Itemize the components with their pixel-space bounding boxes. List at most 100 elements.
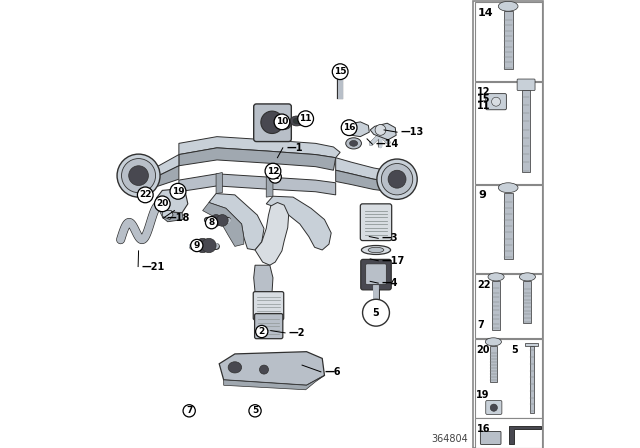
Text: 22: 22: [139, 190, 152, 199]
Polygon shape: [220, 352, 324, 385]
Ellipse shape: [293, 118, 300, 124]
Polygon shape: [253, 265, 273, 310]
Polygon shape: [266, 196, 332, 250]
Polygon shape: [179, 174, 336, 195]
Text: 11: 11: [477, 101, 491, 111]
Text: 19: 19: [476, 390, 490, 400]
Text: —17: —17: [382, 256, 405, 266]
Text: 10: 10: [276, 117, 288, 126]
Polygon shape: [336, 170, 392, 192]
Circle shape: [334, 65, 346, 78]
Text: 12: 12: [267, 167, 279, 176]
FancyBboxPatch shape: [504, 11, 513, 69]
FancyBboxPatch shape: [490, 346, 497, 382]
Polygon shape: [336, 158, 392, 181]
FancyBboxPatch shape: [504, 193, 513, 259]
Text: —1: —1: [287, 143, 303, 153]
Text: 5: 5: [511, 345, 518, 354]
FancyBboxPatch shape: [475, 418, 541, 448]
Polygon shape: [342, 122, 369, 137]
Ellipse shape: [280, 122, 288, 127]
Text: —18: —18: [167, 213, 190, 223]
Polygon shape: [509, 426, 541, 444]
Ellipse shape: [290, 116, 303, 126]
Polygon shape: [163, 211, 173, 220]
Text: —3: —3: [382, 233, 398, 243]
Text: 15: 15: [477, 94, 491, 104]
Text: 9: 9: [478, 190, 486, 200]
FancyBboxPatch shape: [475, 185, 541, 273]
Circle shape: [195, 238, 210, 253]
Polygon shape: [163, 211, 184, 222]
Text: 16: 16: [477, 424, 491, 434]
Polygon shape: [179, 137, 340, 158]
Ellipse shape: [228, 362, 242, 373]
FancyBboxPatch shape: [475, 274, 541, 338]
Polygon shape: [255, 202, 289, 265]
FancyBboxPatch shape: [517, 79, 535, 90]
Ellipse shape: [346, 138, 362, 149]
Ellipse shape: [488, 273, 504, 281]
FancyBboxPatch shape: [493, 281, 500, 330]
Text: —2: —2: [289, 328, 305, 338]
Text: 16: 16: [343, 123, 355, 132]
Polygon shape: [266, 176, 273, 197]
Ellipse shape: [499, 183, 518, 193]
Circle shape: [122, 159, 156, 193]
FancyBboxPatch shape: [255, 314, 283, 339]
Circle shape: [216, 215, 228, 226]
Ellipse shape: [499, 1, 518, 11]
Ellipse shape: [278, 120, 291, 129]
FancyBboxPatch shape: [481, 431, 501, 444]
Text: 364804: 364804: [431, 435, 468, 444]
FancyBboxPatch shape: [473, 1, 543, 448]
Polygon shape: [216, 172, 222, 194]
FancyBboxPatch shape: [360, 204, 392, 241]
Circle shape: [377, 159, 417, 199]
Text: 11: 11: [300, 114, 312, 123]
Circle shape: [202, 238, 216, 253]
Text: —13: —13: [401, 127, 424, 137]
Polygon shape: [370, 123, 396, 140]
Circle shape: [362, 299, 390, 326]
Circle shape: [490, 404, 497, 411]
Text: —6: —6: [324, 367, 341, 377]
Text: 5: 5: [372, 308, 380, 318]
FancyBboxPatch shape: [361, 259, 391, 290]
FancyBboxPatch shape: [253, 292, 284, 320]
Text: —14: —14: [376, 139, 399, 149]
FancyBboxPatch shape: [486, 94, 506, 110]
Text: 20: 20: [156, 199, 168, 208]
Ellipse shape: [485, 338, 502, 346]
Circle shape: [117, 154, 160, 197]
Ellipse shape: [362, 246, 390, 254]
FancyBboxPatch shape: [475, 339, 541, 418]
FancyBboxPatch shape: [475, 82, 541, 184]
Text: —21: —21: [141, 262, 165, 271]
Text: 8: 8: [209, 218, 214, 227]
Ellipse shape: [368, 247, 384, 253]
Polygon shape: [141, 155, 179, 180]
Circle shape: [260, 365, 269, 374]
Ellipse shape: [349, 141, 358, 146]
Ellipse shape: [520, 273, 536, 281]
Text: 7: 7: [186, 406, 193, 415]
Text: 12: 12: [477, 87, 491, 97]
Text: 5: 5: [252, 406, 258, 415]
Polygon shape: [209, 194, 264, 250]
Polygon shape: [224, 375, 324, 390]
Polygon shape: [203, 202, 244, 246]
Text: 14: 14: [478, 8, 494, 17]
Polygon shape: [141, 166, 179, 190]
FancyBboxPatch shape: [253, 104, 291, 142]
Text: 19: 19: [172, 187, 184, 196]
Circle shape: [261, 111, 284, 134]
Text: 2: 2: [259, 327, 265, 336]
FancyBboxPatch shape: [530, 346, 534, 413]
Circle shape: [348, 125, 356, 134]
Text: 22: 22: [477, 280, 491, 289]
Polygon shape: [179, 148, 336, 170]
Polygon shape: [157, 189, 188, 213]
Circle shape: [375, 125, 386, 135]
Circle shape: [129, 166, 148, 185]
